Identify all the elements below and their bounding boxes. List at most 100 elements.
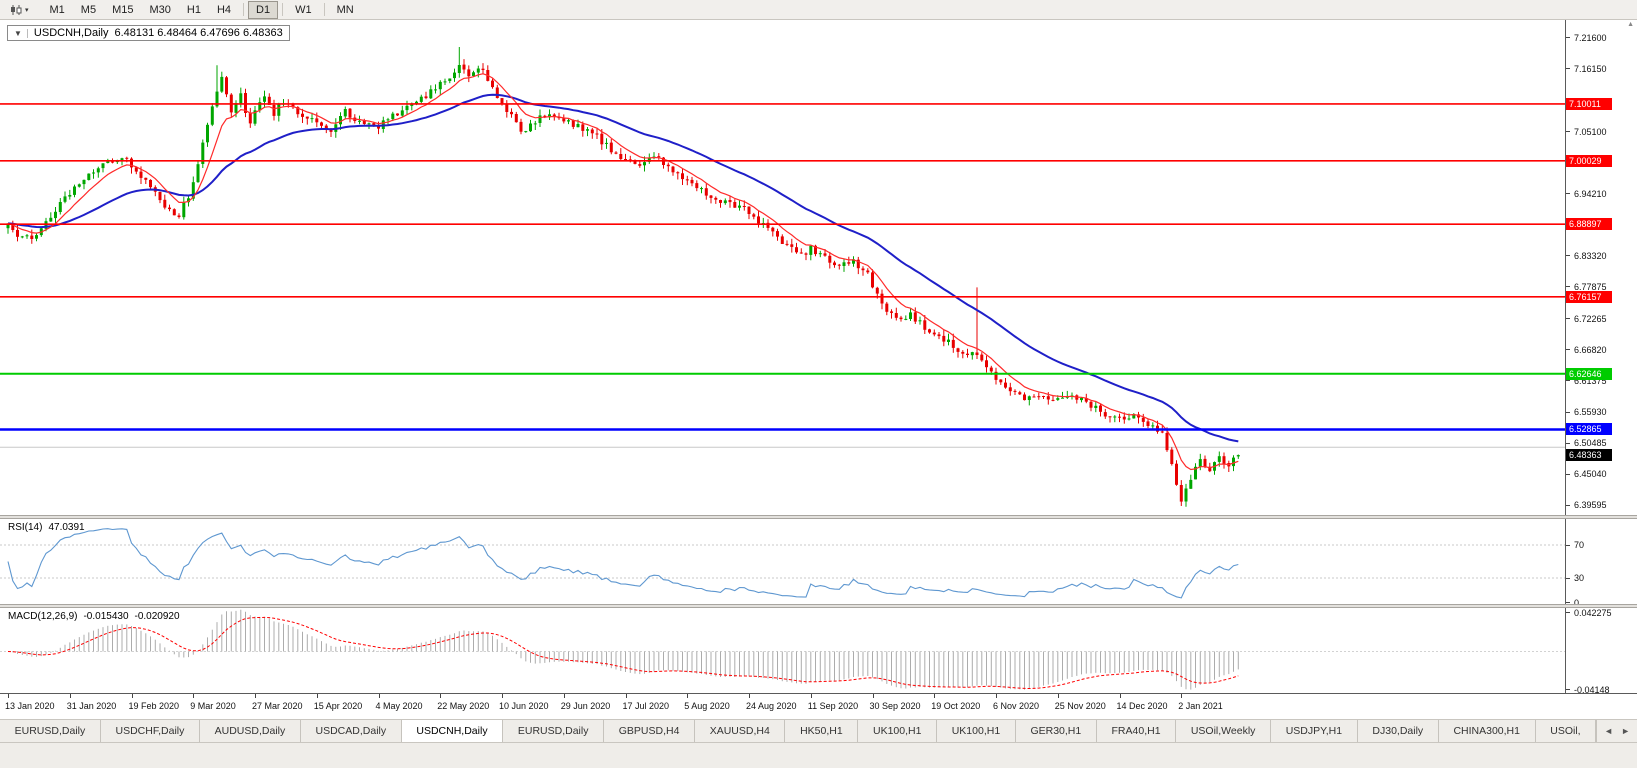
time-tick-mark: [687, 694, 689, 698]
chart-tab[interactable]: XAUUSD,H4: [695, 720, 786, 742]
chart-tab[interactable]: UK100,H1: [858, 720, 938, 742]
price-tick-label: 6.83320: [1574, 250, 1607, 261]
scroll-up-icon[interactable]: ▲: [1627, 21, 1634, 28]
timeframe-button-h4[interactable]: H4: [216, 3, 232, 16]
rsi-indicator-chart[interactable]: [0, 519, 1565, 604]
chart-tabs: EURUSD,Daily USDCHF,Daily AUDUSD,Daily USDC…: [0, 720, 1597, 742]
timeframe-buttons: M1 M5 M15 M30 H1 H4 D1 W1 MN: [42, 0, 362, 19]
chart-tab[interactable]: GER30,H1: [1016, 720, 1097, 742]
timeframe-button-m1[interactable]: M1: [49, 3, 65, 16]
time-label: 11 Sep 2020: [807, 701, 859, 711]
macd-tick-label: -0.04148: [1574, 684, 1610, 695]
price-tick-mark: [1566, 318, 1570, 320]
time-label: 19 Feb 2020: [128, 701, 180, 711]
chart-title-overlay: ▼ USDCNH,Daily 6.48131 6.48464 6.47696 6…: [7, 25, 290, 41]
price-tick-mark: [1566, 68, 1570, 70]
collapse-quotes-icon[interactable]: ▼: [14, 28, 28, 38]
price-tick-mark: [1566, 349, 1570, 351]
timeframe-button-mn[interactable]: MN: [336, 3, 354, 16]
price-tick-mark: [1566, 131, 1570, 133]
macd-tick-label: 0.042275: [1574, 607, 1612, 618]
price-tick-label: 6.77875: [1574, 281, 1607, 292]
time-tick-mark: [563, 694, 565, 698]
toolbar-separator: [323, 3, 325, 16]
rsi-tick-label: 0: [1574, 597, 1580, 608]
time-label: 30 Sep 2020: [869, 701, 921, 711]
chart-tab[interactable]: USDCNH,Daily: [401, 720, 504, 742]
time-tick-mark: [316, 694, 318, 698]
time-label: 31 Jan 2020: [66, 701, 117, 711]
chart-tab[interactable]: USOil,Weekly: [1176, 720, 1272, 742]
level-price-label: 6.88897: [1566, 218, 1612, 231]
panel-splitter[interactable]: [0, 604, 1637, 608]
chart-tab[interactable]: AUDUSD,Daily: [200, 720, 301, 742]
price-axis[interactable]: ▲ 7.21600 7.16150 7.05100 6.94210 6.83320 6.7…: [1565, 20, 1637, 695]
chart-tab[interactable]: USDJPY,H1: [1271, 720, 1358, 742]
price-tick-mark: [1566, 411, 1570, 413]
chart-tab[interactable]: USDCAD,Daily: [301, 720, 402, 742]
time-label: 14 Dec 2020: [1116, 701, 1168, 711]
rsi-indicator-label: RSI(14) 47.0391: [8, 522, 85, 533]
timeframe-toolbar: ▾ M1 M5 M15 M30 H1 H4 D1 W1 MN: [0, 0, 1637, 20]
time-tick-mark: [1181, 694, 1183, 698]
tab-scroll-left-icon[interactable]: ◄: [1604, 726, 1614, 736]
macd-indicator-chart[interactable]: [0, 608, 1565, 693]
macd-tick-mark: [1566, 612, 1570, 614]
price-tick-label: 7.16150: [1574, 63, 1607, 74]
price-tick-mark: [1566, 442, 1570, 444]
chart-tab[interactable]: GBPUSD,H4: [604, 720, 696, 742]
chart-tab[interactable]: HK50,H1: [785, 720, 859, 742]
toolbar-separator: [282, 3, 284, 16]
chart-tab[interactable]: USDCHF,Daily: [101, 720, 200, 742]
chart-tab[interactable]: EURUSD,Daily: [503, 720, 605, 742]
time-axis[interactable]: 13 Jan 2020 31 Jan 2020 19 Feb 2020 9 Mar 2…: [0, 693, 1637, 719]
price-tick-label: 7.05100: [1574, 126, 1607, 137]
time-label: 13 Jan 2020: [5, 701, 55, 711]
chart-tab[interactable]: EURUSD,Daily: [0, 720, 101, 742]
chart-tab[interactable]: UK100,H1: [937, 720, 1016, 742]
time-label: 22 May 2020: [437, 701, 490, 711]
rsi-tick-mark: [1566, 577, 1570, 579]
price-tick-label: 6.45040: [1574, 469, 1607, 480]
level-price-label: 6.62646: [1566, 367, 1612, 380]
timeframe-button-m30[interactable]: M30: [149, 3, 171, 16]
time-tick-mark: [872, 694, 874, 698]
time-tick-mark: [1057, 694, 1059, 698]
tab-scroll-right-icon[interactable]: ►: [1621, 726, 1630, 736]
timeframe-button-m5[interactable]: M5: [80, 3, 97, 16]
main-candlestick-chart[interactable]: [0, 20, 1565, 515]
time-tick-mark: [69, 694, 71, 698]
rsi-tick-mark: [1566, 602, 1570, 604]
macd-indicator-label: MACD(12,26,9) -0.015430 -0.020920: [8, 611, 180, 622]
time-tick-mark: [193, 694, 195, 698]
time-label: 2 Jan 2021: [1178, 701, 1223, 711]
price-tick-mark: [1566, 37, 1570, 39]
panel-splitter[interactable]: [0, 515, 1637, 519]
chart-tab[interactable]: DJ30,Daily: [1358, 720, 1439, 742]
price-tick-label: 6.66820: [1574, 344, 1607, 355]
price-tick-mark: [1566, 193, 1570, 195]
timeframe-button-m15[interactable]: M15: [112, 3, 134, 16]
timeframe-button-h1[interactable]: H1: [186, 3, 201, 16]
time-tick-mark: [131, 694, 133, 698]
time-label: 9 Mar 2020: [190, 701, 236, 711]
time-label: 4 May 2020: [375, 701, 423, 711]
macd-name: MACD(12,26,9): [8, 611, 78, 622]
time-tick-mark: [810, 694, 812, 698]
timeframe-button-d1[interactable]: D1: [248, 0, 279, 19]
current-price-label: 6.48363: [1566, 449, 1612, 462]
price-tick-label: 6.50485: [1574, 438, 1607, 449]
chart-tab[interactable]: CHINA300,H1: [1439, 720, 1536, 742]
level-price-label: 7.00029: [1566, 154, 1612, 167]
time-label: 17 Jul 2020: [622, 701, 670, 711]
chart-type-button[interactable]: ▾: [4, 3, 34, 17]
price-tick-label: 6.55930: [1574, 407, 1607, 417]
chart-tab[interactable]: USOil,: [1536, 720, 1597, 742]
rsi-current-value: 47.0391: [48, 522, 85, 533]
time-label: 19 Oct 2020: [931, 701, 981, 711]
rsi-tick-mark: [1566, 544, 1570, 546]
chart-tab[interactable]: FRA40,H1: [1097, 720, 1177, 742]
timeframe-button-w1[interactable]: W1: [295, 3, 312, 16]
time-tick-mark: [996, 694, 997, 698]
